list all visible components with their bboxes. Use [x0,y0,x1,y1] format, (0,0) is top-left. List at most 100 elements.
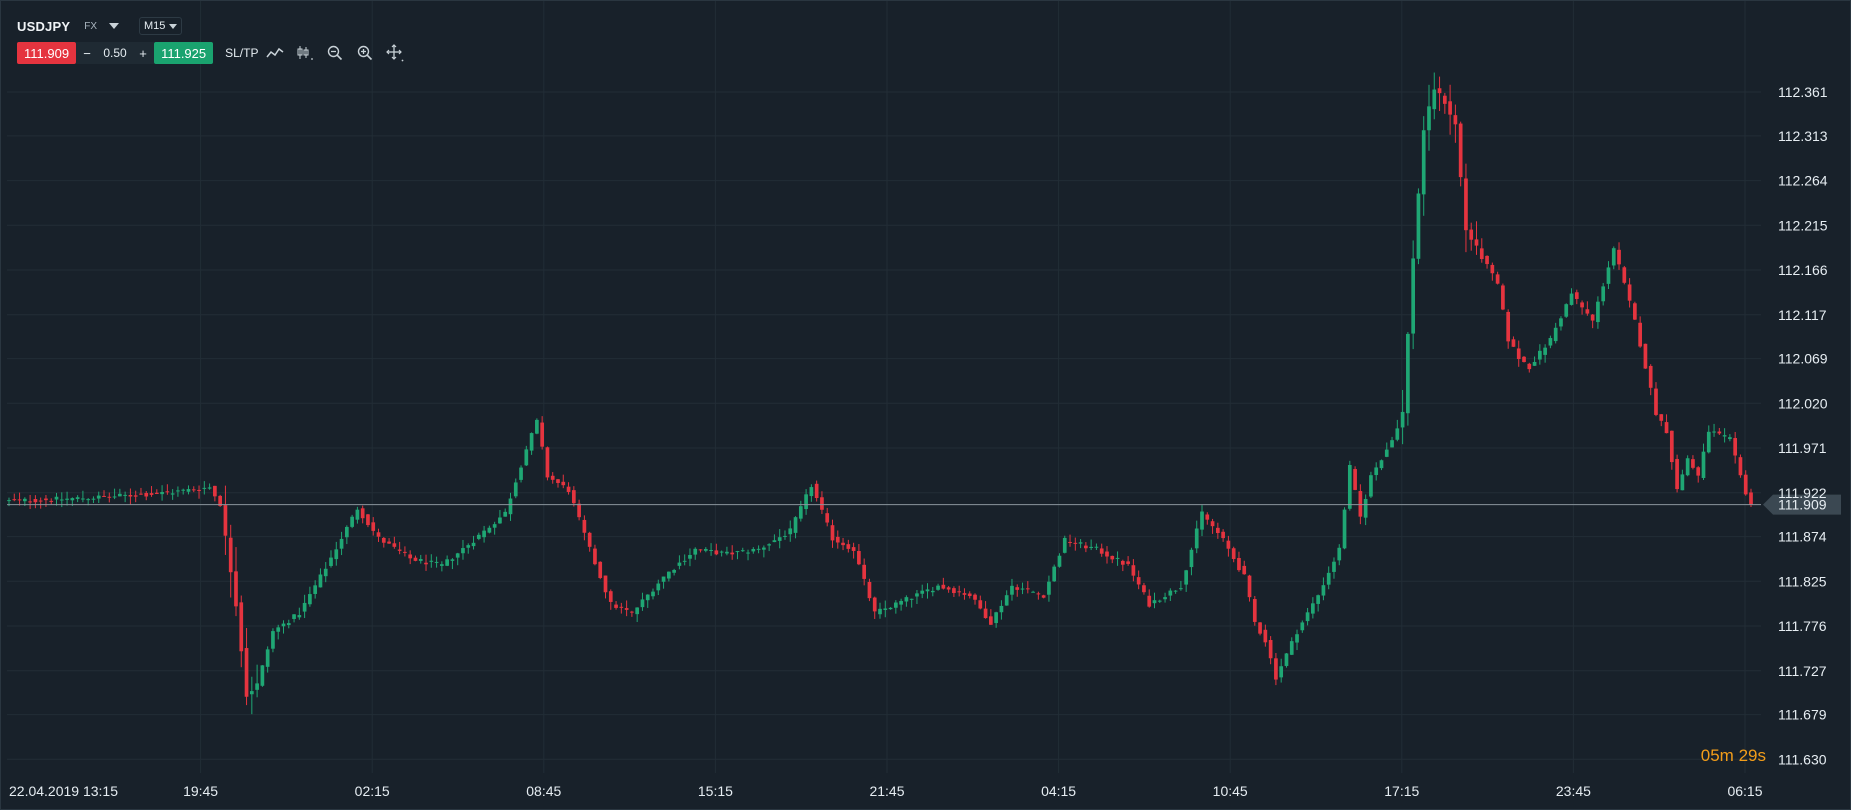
candle [123,491,127,503]
candle [994,611,998,628]
candle-body [1390,440,1394,448]
candle [1052,564,1057,582]
candle-body [302,602,307,612]
candle-body [176,490,180,492]
decrease-quantity-button[interactable]: − [83,45,91,61]
candle [1654,382,1658,417]
candle [1031,590,1035,593]
candle-body [1522,356,1526,363]
candle-body [1057,555,1062,567]
candle [1105,546,1109,564]
candle [614,601,618,610]
candle-body [1548,338,1553,346]
candle-body [59,499,64,501]
crosshair-move-icon[interactable] [382,42,408,64]
candle [112,488,117,500]
zoom-in-icon[interactable] [352,42,378,64]
candle-body [102,495,106,497]
candle [693,547,698,560]
candle [1437,76,1442,112]
candle [645,594,650,608]
candle-body [656,583,661,591]
candle-body [994,612,998,624]
chevron-down-icon[interactable] [109,23,120,29]
quantity-input[interactable]: 0.50 [103,46,127,60]
sl-tp-button[interactable]: SL/TP [225,46,259,60]
line-chart-icon[interactable] [262,42,288,64]
buy-button[interactable]: 111.925 [154,42,214,64]
candle [667,571,671,582]
candle [1559,316,1563,331]
candle-body [1659,414,1664,421]
candle-body [118,493,122,497]
candle [1490,262,1495,281]
candle [893,600,898,614]
candle-body [545,447,550,478]
candle [1163,592,1167,603]
candle-body [1627,284,1632,301]
candle-body [1606,267,1611,284]
candle-body [561,481,566,486]
candle [1469,222,1474,251]
candle-body [1004,595,1009,606]
candle [128,488,133,505]
candle-body [139,493,143,495]
candle [202,481,207,495]
increase-quantity-button[interactable]: + [139,45,147,61]
candle [1131,559,1136,582]
candle [730,545,735,560]
candle [1247,574,1252,602]
candlestick-type-icon[interactable] [292,42,318,64]
candle-body [1289,641,1294,655]
candle-body [476,534,481,539]
instrument-symbol[interactable]: USDJPY [17,18,71,34]
candle-body [366,514,370,526]
candle-body [904,597,909,602]
candle [445,555,449,567]
candle-body [1633,303,1637,320]
timeframe-selector[interactable]: M15 [139,17,183,35]
candle-body [925,589,930,592]
trade-panel: 111.909 − 0.50 + 111.925 SL/TP [17,42,408,64]
candle-body [1363,498,1368,518]
candle-body [318,574,323,588]
candle [371,517,376,536]
candle-body [1538,350,1542,360]
zoom-out-icon[interactable] [322,42,348,64]
candle-body [1611,248,1616,266]
time-axis-label: 19:45 [183,783,218,799]
candle-body [1511,339,1516,347]
candle [418,554,423,564]
candle-body [915,593,919,597]
candle-body [820,497,824,510]
candle [1363,494,1368,526]
candle [1274,653,1278,686]
candle-body [1242,565,1247,575]
candle [1078,539,1083,549]
candle [1379,459,1384,471]
candle [1326,566,1331,590]
candle-body [899,600,903,605]
candle-body [1501,285,1505,310]
candle-body [1353,469,1357,490]
candle-body [487,527,492,533]
sell-button[interactable]: 111.909 [17,42,77,64]
candle-countdown-timer: 05m 29s [1701,746,1766,766]
candle-body [735,551,740,553]
candle-body [1105,551,1109,557]
candle-body [1168,590,1173,596]
candle-body [1712,431,1716,433]
candle [1538,344,1542,365]
candle-body [1617,249,1621,265]
candle-body [999,605,1004,613]
candle-body [1743,474,1748,495]
candle-body [762,547,766,550]
candle [952,586,956,597]
candle [1458,121,1463,187]
candle [387,538,391,544]
candle-body [397,549,402,551]
candle-body [973,594,977,600]
candle-body [1179,588,1183,590]
candle-body [1416,193,1421,259]
